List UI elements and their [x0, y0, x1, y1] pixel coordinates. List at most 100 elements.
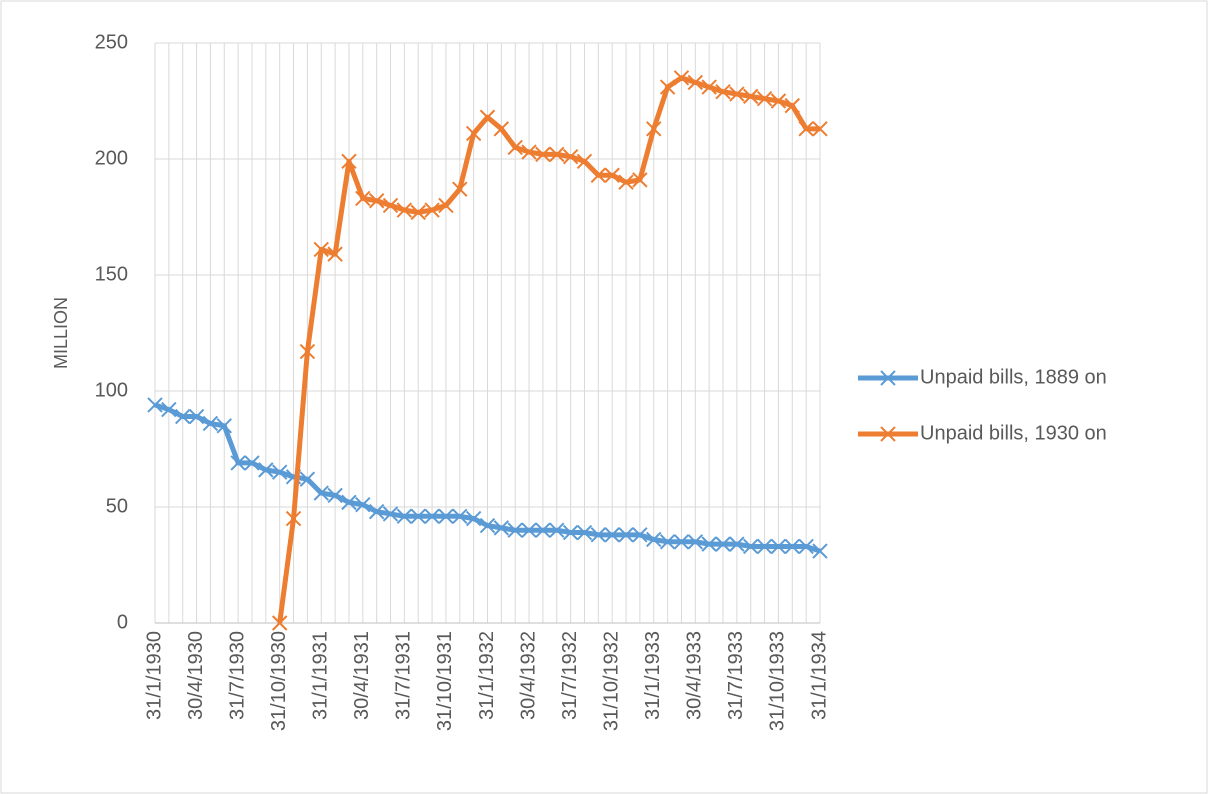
marker: [784, 97, 800, 114]
marker: [562, 524, 579, 541]
marker: [452, 508, 468, 524]
marker: [590, 167, 607, 183]
y-tick-label: 150: [95, 263, 128, 285]
marker: [812, 543, 828, 559]
y-axis-label: MILLION: [51, 297, 71, 369]
marker: [341, 153, 357, 170]
x-tick-label: 30/4/1930: [185, 631, 207, 720]
marker: [230, 455, 246, 471]
x-tick-label: 31/7/1932: [559, 631, 581, 720]
marker: [715, 84, 731, 100]
marker: [271, 464, 288, 480]
marker: [299, 343, 316, 360]
marker: [396, 202, 413, 218]
marker: [701, 79, 717, 95]
marker: [479, 517, 496, 534]
marker: [355, 190, 371, 207]
marker: [465, 125, 482, 142]
marker: [743, 538, 759, 555]
marker: [465, 510, 482, 527]
marker: [493, 520, 510, 536]
marker: [535, 522, 551, 538]
marker: [770, 93, 787, 109]
marker: [687, 74, 704, 91]
legend-marker: [880, 370, 896, 386]
marker: [313, 241, 329, 258]
x-tick-label: 31/1/1934: [808, 631, 830, 720]
x-tick-label: 30/4/1932: [517, 631, 539, 720]
x-tick-label: 30/4/1933: [684, 631, 706, 720]
marker: [368, 503, 385, 520]
marker: [258, 462, 274, 478]
x-tick-label: 31/7/1930: [226, 631, 248, 720]
marker: [729, 86, 745, 102]
x-tick-label: 31/1/1933: [642, 631, 664, 720]
marker: [271, 615, 288, 631]
marker: [784, 538, 800, 555]
marker: [756, 90, 773, 107]
marker: [188, 408, 205, 425]
x-tick-label: 30/4/1931: [351, 631, 373, 720]
marker: [424, 508, 440, 524]
marker: [327, 487, 343, 504]
marker: [687, 534, 704, 550]
marker: [368, 193, 385, 209]
marker: [410, 508, 426, 524]
y-tick-label: 200: [95, 147, 128, 169]
marker: [646, 121, 662, 137]
marker: [507, 139, 523, 156]
marker: [618, 174, 634, 190]
y-tick-label: 100: [95, 379, 128, 401]
marker: [410, 204, 426, 221]
marker: [701, 536, 717, 552]
marker: [659, 79, 676, 95]
marker: [549, 522, 565, 538]
y-tick-label: 0: [117, 611, 128, 633]
x-tick-label: 31/10/1933: [767, 631, 789, 731]
marker: [646, 531, 662, 548]
marker: [396, 508, 413, 524]
marker: [244, 455, 260, 471]
marker: [285, 510, 302, 527]
legend-label: Unpaid bills, 1930 on: [920, 422, 1107, 444]
marker: [313, 485, 329, 501]
marker: [202, 415, 219, 432]
x-tick-label: 31/10/1932: [600, 631, 622, 731]
marker: [590, 527, 607, 543]
marker: [438, 508, 454, 524]
marker: [770, 538, 787, 555]
x-tick-label: 31/7/1931: [393, 631, 415, 720]
marker: [535, 146, 551, 163]
marker: [715, 536, 731, 552]
marker: [355, 496, 371, 513]
y-tick-label: 50: [106, 495, 128, 517]
marker: [576, 153, 593, 170]
marker: [452, 181, 468, 197]
marker: [327, 246, 343, 262]
marker: [147, 397, 163, 413]
marker: [549, 146, 565, 163]
marker: [341, 494, 357, 511]
marker: [521, 144, 537, 160]
legend-label: Unpaid bills, 1889 on: [920, 366, 1107, 388]
marker: [507, 522, 523, 538]
marker: [604, 167, 620, 183]
marker: [382, 506, 399, 522]
x-tick-label: 31/1/1932: [476, 631, 498, 720]
marker: [576, 524, 593, 541]
y-tick-label: 250: [95, 31, 128, 53]
marker: [175, 408, 191, 425]
marker: [562, 148, 579, 165]
x-tick-label: 31/10/1931: [434, 631, 456, 731]
marker: [424, 202, 440, 218]
marker: [729, 536, 745, 552]
marker: [618, 527, 634, 543]
marker: [479, 109, 496, 125]
marker: [216, 418, 232, 434]
marker: [632, 172, 648, 188]
marker: [493, 121, 510, 137]
marker: [798, 121, 814, 137]
marker: [756, 538, 773, 555]
